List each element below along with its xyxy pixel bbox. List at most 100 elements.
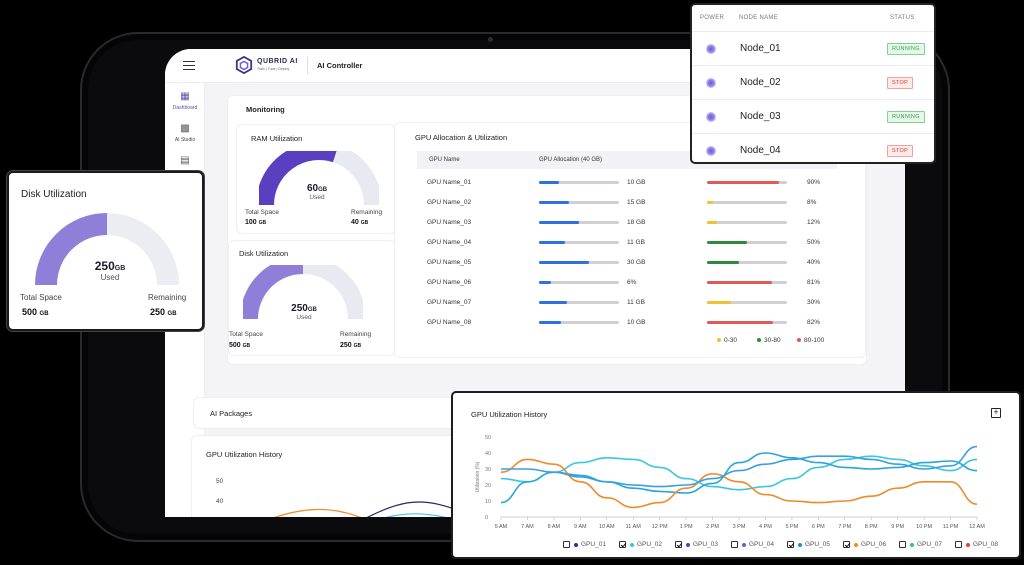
gpu-name: GPU Name_06 bbox=[427, 279, 472, 286]
gpu-utilization-value: 90% bbox=[807, 179, 821, 186]
x-tick-label: 4 PM bbox=[759, 524, 772, 530]
legend-label: GPU_02 bbox=[637, 541, 662, 549]
checkbox-icon[interactable] bbox=[843, 541, 850, 548]
disk-remaining-label-bg: Remaining bbox=[340, 331, 372, 338]
legend-dot bbox=[630, 542, 634, 547]
gpu-row: GPU Name_03 18 GB 12% bbox=[417, 213, 837, 233]
x-tick-label: 9 AM bbox=[574, 524, 587, 530]
legend-dot bbox=[910, 542, 914, 547]
gpu-memory-fill bbox=[539, 321, 562, 324]
ram-remaining-value: 40 GB bbox=[351, 219, 369, 226]
gpu-utilization-bar bbox=[707, 261, 787, 264]
y-tick-label: 50 bbox=[485, 435, 491, 441]
power-indicator-icon[interactable] bbox=[706, 78, 716, 88]
legend-dot bbox=[797, 338, 801, 343]
gpu-row: GPU Name_06 6% 81% bbox=[417, 273, 837, 293]
power-indicator-icon[interactable] bbox=[706, 146, 716, 156]
sidebar-item-ai-studio[interactable]: ▩ AI Studio bbox=[165, 123, 205, 143]
disk-total-value-bg: 500 GB bbox=[229, 342, 251, 349]
legend-toggle-gpu-04[interactable]: GPU_04 bbox=[731, 541, 774, 548]
disk-card-used: 250GB Used bbox=[94, 259, 126, 282]
x-tick-label: 9 PM bbox=[891, 524, 904, 530]
gpu-utilization-fill bbox=[707, 241, 747, 244]
y-tick-label: 20 bbox=[485, 483, 491, 489]
hamburger-menu-icon[interactable] bbox=[183, 61, 195, 70]
legend-dot bbox=[854, 542, 858, 547]
gpu-memory-fill bbox=[539, 301, 567, 304]
legend-dot bbox=[966, 542, 970, 547]
legend-toggle-gpu-01[interactable]: GPU_01 bbox=[563, 541, 606, 548]
node-name: Node_03 bbox=[740, 111, 781, 122]
x-tick-label: 8 PM bbox=[865, 524, 878, 530]
x-tick-label: 8 AM bbox=[548, 524, 561, 530]
checkbox-icon[interactable] bbox=[787, 541, 794, 548]
x-tick-label: 10 PM bbox=[916, 524, 932, 530]
disk-gauge bbox=[35, 213, 179, 286]
gpu-memory-value: 11 GB bbox=[627, 299, 645, 306]
ram-remaining-label: Remaining bbox=[351, 209, 383, 216]
checkbox-icon[interactable] bbox=[899, 541, 906, 548]
node-status-card: POWER NODE NAME STATUS Node_01 RUNNING N… bbox=[690, 3, 936, 164]
legend-label: 30-80 bbox=[764, 337, 781, 344]
gpu-name: GPU Name_05 bbox=[427, 259, 472, 266]
legend-label: GPU_03 bbox=[693, 541, 718, 549]
x-tick-label: 5 AM bbox=[495, 524, 508, 530]
checkbox-icon[interactable] bbox=[563, 541, 570, 548]
x-tick-label: 7 AM bbox=[521, 524, 534, 530]
legend-toggle-gpu-02[interactable]: GPU_02 bbox=[619, 541, 662, 548]
node-row[interactable]: Node_04 STOP bbox=[692, 133, 934, 167]
gpu-memory-fill bbox=[539, 221, 579, 224]
disk-utilization-card: Disk Utilization 250GB Used Total Space … bbox=[7, 171, 204, 331]
disk-card-total-label: Total Space bbox=[20, 293, 62, 302]
legend-toggle-gpu-05[interactable]: GPU_05 bbox=[787, 541, 830, 548]
legend-toggle-gpu-07[interactable]: GPU_07 bbox=[899, 541, 942, 548]
legend-label: GPU_04 bbox=[749, 541, 774, 549]
x-tick-label: 6 PM bbox=[812, 524, 825, 530]
y-tick-label: 10 bbox=[485, 499, 491, 505]
power-indicator-icon[interactable] bbox=[706, 112, 716, 122]
gpu-utilization-fill bbox=[707, 321, 773, 324]
checkbox-icon[interactable] bbox=[675, 541, 682, 548]
gpu-utilization-history-card: GPU Utilization History + 0 10 20 30 40 50 Uti… bbox=[451, 391, 1021, 559]
disk-card-remaining-value: 250 GB bbox=[150, 307, 177, 317]
gpu-utilization-bar bbox=[707, 321, 787, 324]
node-name: Node_02 bbox=[740, 77, 781, 88]
legend-toggle-gpu-06[interactable]: GPU_06 bbox=[843, 541, 886, 548]
gpu-legend-item: 80-100 bbox=[797, 337, 824, 344]
gpu-name: GPU Name_02 bbox=[427, 199, 472, 206]
legend-toggle-gpu-08[interactable]: GPU_08 bbox=[955, 541, 998, 548]
x-tick-label: 11 PM bbox=[943, 524, 959, 530]
node-row[interactable]: Node_01 RUNNING bbox=[692, 31, 934, 65]
node-table-header: POWER NODE NAME STATUS bbox=[692, 5, 934, 31]
node-row[interactable]: Node_02 STOP bbox=[692, 65, 934, 99]
gpu-row: GPU Name_08 10 GB 82% bbox=[417, 313, 837, 333]
y-tick-label: 40 bbox=[485, 451, 491, 457]
gpu-memory-bar bbox=[539, 201, 619, 204]
node-col-power: POWER bbox=[700, 15, 725, 21]
status-badge: RUNNING bbox=[887, 111, 925, 123]
legend-dot bbox=[742, 542, 746, 547]
y-tick-50-bg: 50 bbox=[216, 478, 224, 485]
tablet-camera bbox=[488, 37, 493, 42]
gpu-row: GPU Name_07 11 GB 30% bbox=[417, 293, 837, 313]
y-axis-label: Utilization (%) bbox=[475, 461, 481, 492]
gpu-memory-bar bbox=[539, 241, 619, 244]
sidebar-item-dashboard[interactable]: ▦ Dashboard bbox=[165, 91, 205, 111]
power-indicator-icon[interactable] bbox=[706, 44, 716, 54]
monitoring-title: Monitoring bbox=[246, 105, 285, 114]
legend-toggle-gpu-03[interactable]: GPU_03 bbox=[675, 541, 718, 548]
x-tick-label: 3 PM bbox=[733, 524, 746, 530]
checkbox-icon[interactable] bbox=[955, 541, 962, 548]
node-row[interactable]: Node_03 RUNNING bbox=[692, 99, 934, 133]
expand-icon[interactable]: + bbox=[991, 408, 1001, 418]
sidebar-item-images[interactable]: ▤ bbox=[165, 155, 205, 169]
disk-total-label-bg: Total Space bbox=[229, 331, 263, 338]
checkbox-icon[interactable] bbox=[619, 541, 626, 548]
legend-dot bbox=[574, 542, 578, 547]
monitoring-panel: Monitoring RAM Utilization 60GB Used Tot… bbox=[227, 95, 867, 365]
legend-label: GPU_05 bbox=[805, 541, 830, 549]
gpu-utilization-value: 50% bbox=[807, 239, 821, 246]
gpu-memory-value: 10 GB bbox=[627, 319, 646, 326]
checkbox-icon[interactable] bbox=[731, 541, 738, 548]
gpu-memory-bar bbox=[539, 181, 619, 184]
